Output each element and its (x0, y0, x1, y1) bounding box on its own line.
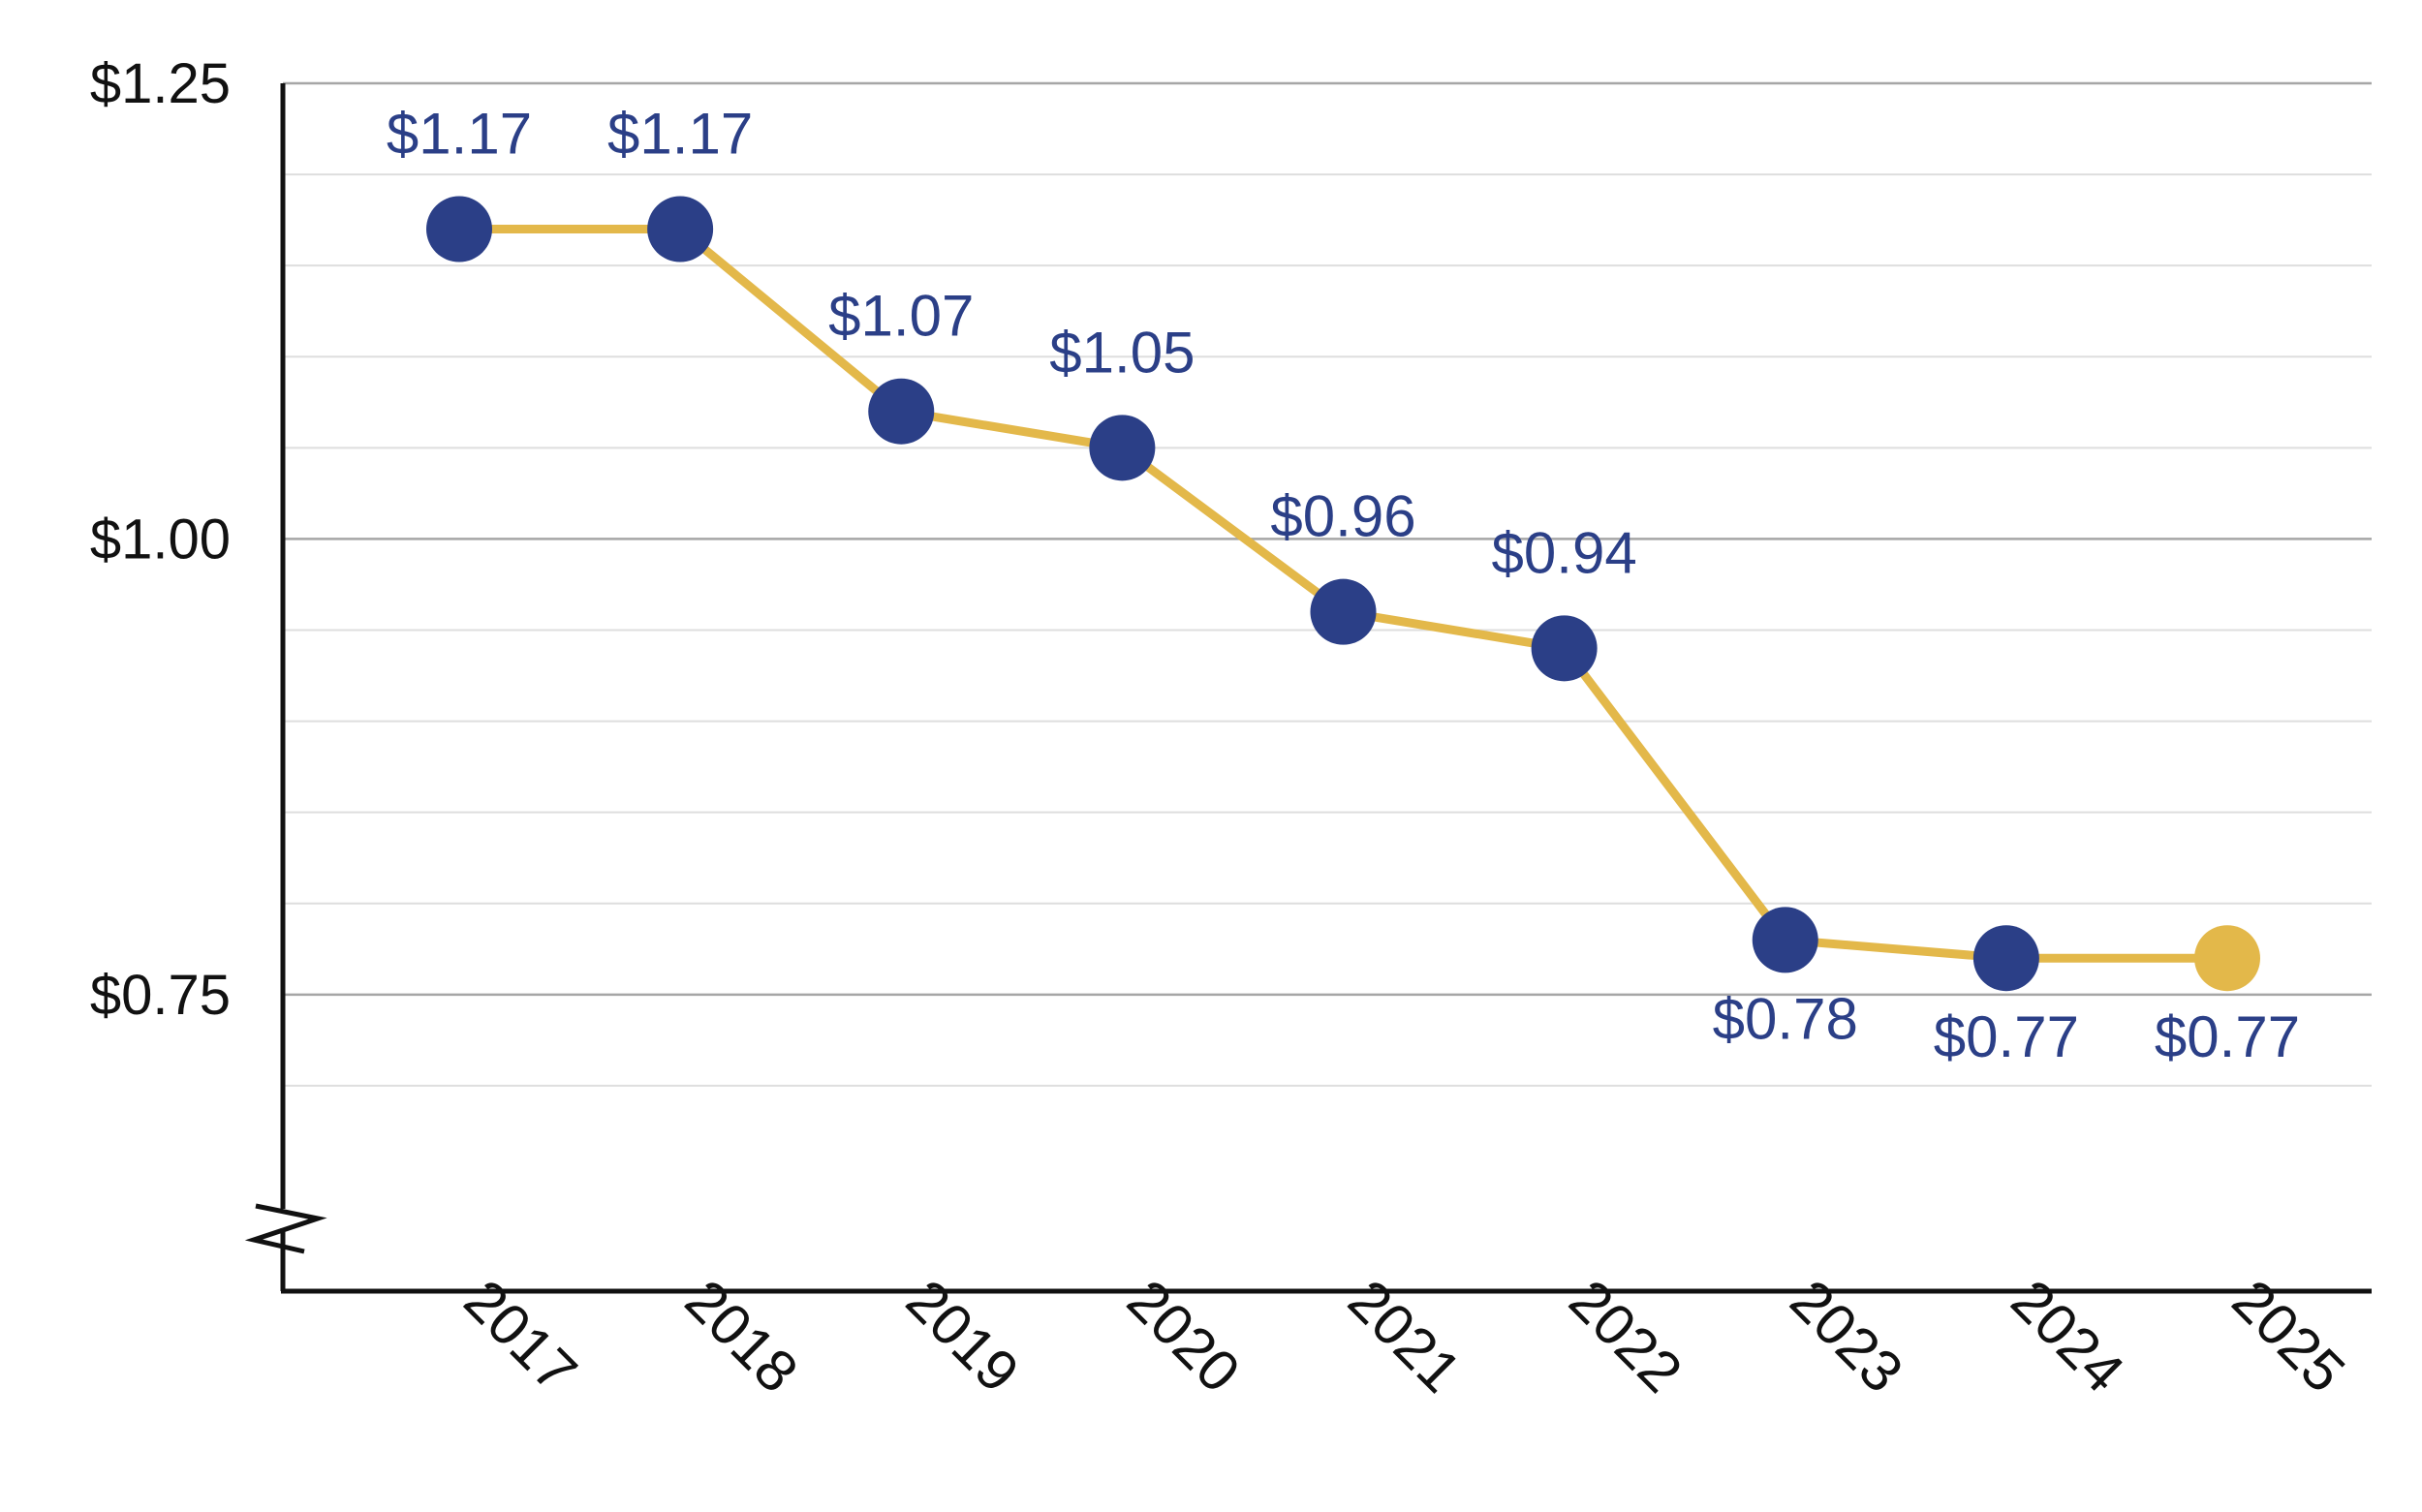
y-tick-labels: $1.25 $1.00 $0.75 (90, 52, 231, 1027)
y-tick-label: $0.75 (90, 964, 231, 1027)
axis-break-mark (244, 1203, 327, 1254)
data-label: $0.77 (2155, 1004, 2300, 1069)
y-tick-label: $1.25 (90, 52, 231, 115)
x-tick-label: 2022 (1557, 1268, 1694, 1405)
data-point (868, 378, 935, 445)
data-label: $1.07 (828, 284, 974, 349)
data-label: $1.05 (1049, 320, 1195, 385)
x-tick-label: 2025 (2220, 1268, 2358, 1405)
x-tick-label: 2018 (673, 1268, 811, 1405)
x-tick-labels: 2017 2018 2019 2020 2021 2022 2023 2024 2025 (452, 1268, 2358, 1405)
data-label: $1.17 (387, 102, 532, 167)
data-point (1089, 415, 1156, 481)
data-label: $0.78 (1713, 986, 1858, 1051)
data-point (647, 196, 714, 262)
x-tick-label: 2023 (1778, 1268, 1915, 1405)
axes (244, 83, 2372, 1294)
x-tick-label: 2017 (452, 1268, 590, 1405)
data-point (1310, 578, 1377, 645)
data-label: $1.17 (607, 102, 753, 167)
data-point (426, 196, 492, 262)
data-label: $0.96 (1270, 484, 1415, 549)
x-tick-label: 2024 (1999, 1268, 2136, 1405)
data-points (426, 196, 2260, 992)
data-point (1972, 925, 2039, 992)
data-point-highlight (2194, 925, 2260, 992)
x-tick-label: 2020 (1115, 1268, 1253, 1405)
x-tick-label: 2021 (1336, 1268, 1474, 1405)
data-labels: $1.17 $1.17 $1.07 $1.05 $0.96 $0.94 $0.78 $0.77… (387, 102, 2300, 1070)
x-tick-label: 2019 (894, 1268, 1032, 1405)
data-label: $0.77 (1934, 1004, 2079, 1069)
data-label: $0.94 (1492, 520, 1637, 585)
data-point (1752, 907, 1818, 973)
data-point (1531, 615, 1598, 682)
y-tick-label: $1.00 (90, 508, 231, 571)
